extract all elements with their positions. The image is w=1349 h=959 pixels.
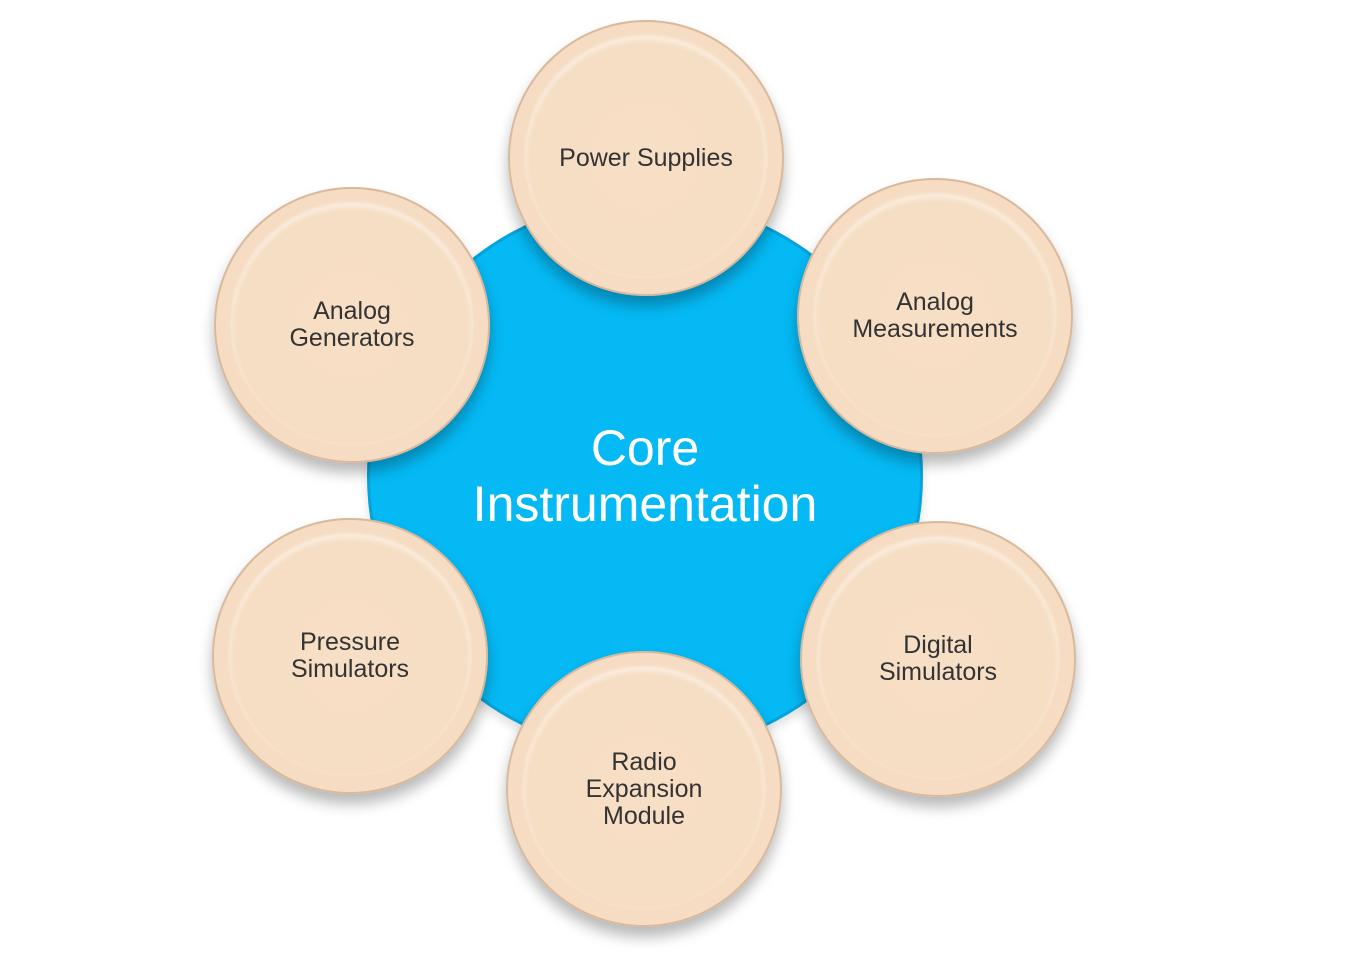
- node-analog-measurements: Analog Measurements: [797, 178, 1073, 454]
- node-analog-generators: Analog Generators: [214, 187, 490, 463]
- core-hub-label: Core Instrumentation: [472, 420, 818, 532]
- node-radio-expansion-module: Radio Expansion Module: [506, 651, 782, 927]
- node-label-analog-measurements: Analog Measurements: [852, 288, 1018, 343]
- node-label-pressure-simulators: Pressure Simulators: [290, 628, 410, 683]
- node-power-supplies: Power Supplies: [508, 20, 784, 296]
- node-label-radio-expansion-module: Radio Expansion Module: [585, 747, 703, 830]
- node-digital-simulators: Digital Simulators: [800, 521, 1076, 797]
- node-label-digital-simulators: Digital Simulators: [878, 631, 998, 686]
- node-label-power-supplies: Power Supplies: [559, 143, 733, 172]
- node-label-analog-generators: Analog Generators: [289, 297, 415, 352]
- node-pressure-simulators: Pressure Simulators: [212, 518, 488, 794]
